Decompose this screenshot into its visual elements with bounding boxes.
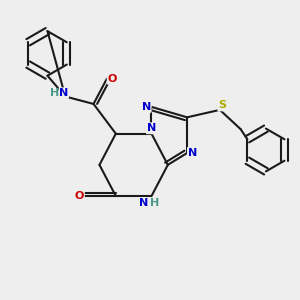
Text: O: O [108,74,117,84]
Text: N: N [59,88,68,98]
Text: O: O [75,191,84,201]
Text: N: N [140,198,149,208]
Text: S: S [218,100,226,110]
Text: N: N [188,148,197,158]
Text: H: H [50,88,59,98]
Text: H: H [150,198,160,208]
Text: N: N [147,123,156,133]
Text: N: N [142,102,151,112]
